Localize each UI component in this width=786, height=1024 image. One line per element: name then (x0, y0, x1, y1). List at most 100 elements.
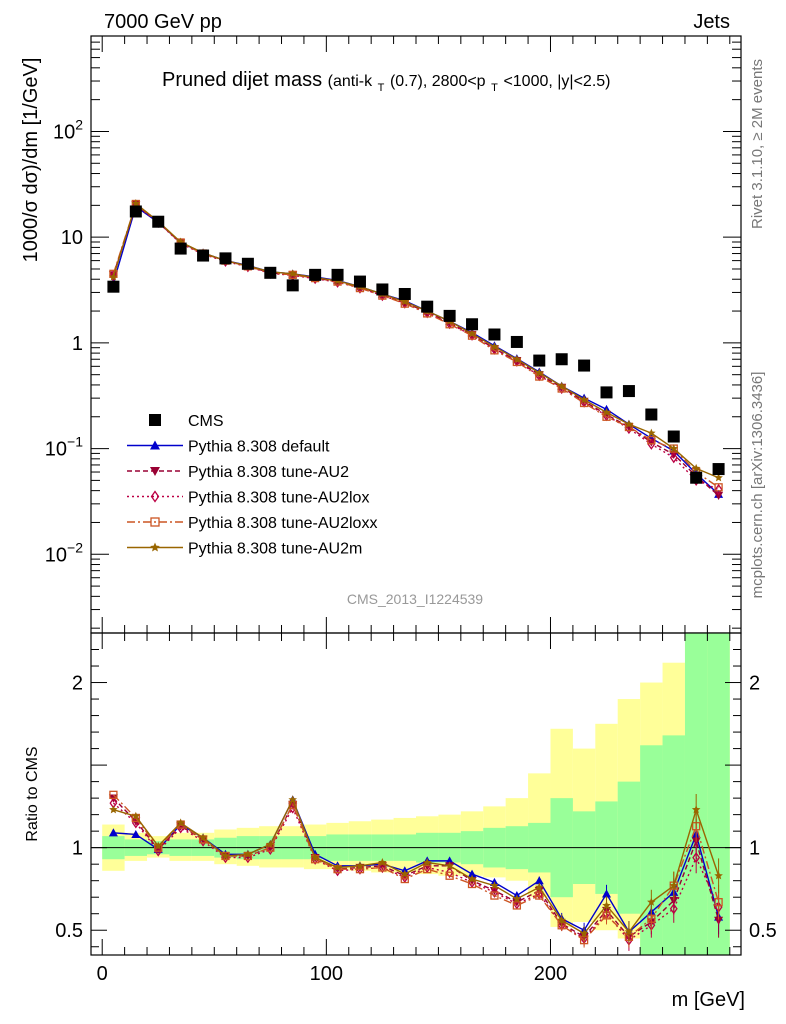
ratio-series-point (691, 805, 701, 814)
ratio-series-point (109, 805, 118, 814)
cms-data-point (309, 268, 322, 281)
ratio-series-point (288, 795, 297, 804)
header-jets-label: Jets (693, 11, 730, 33)
ratio-y-tick-label-right: 0.5 (749, 920, 777, 942)
legend-marker (150, 440, 160, 450)
main-y-tick-exponent: 2 (75, 116, 83, 132)
main-series-point (624, 419, 634, 428)
cms-data-point (443, 309, 456, 322)
ratio-series-point (310, 853, 320, 862)
legend-label: Pythia 8.308 tune-AU2 (188, 464, 349, 481)
ratio-series-point (378, 861, 387, 874)
main-series-point (131, 199, 141, 208)
ratio-y-tick-label-right: 1 (749, 838, 760, 860)
cms-data-point (174, 242, 187, 255)
ratio-series-point (445, 866, 454, 879)
main-series-point (714, 491, 724, 500)
ratio-series-point (266, 839, 275, 848)
cms-data-point (555, 353, 568, 366)
legend-item: Pythia 8.308 tune-AU2lox (127, 490, 369, 507)
ratio-series-point (422, 858, 432, 867)
ratio-series-line (113, 798, 720, 935)
main-y-tick-label: 10 (61, 227, 83, 249)
legend-marker (150, 490, 160, 503)
main-y-tick-exponent: −1 (67, 434, 83, 450)
ratio-series-point (490, 886, 499, 898)
chart-subtitle-sub: T (378, 82, 385, 94)
cms-data-point (331, 268, 344, 281)
ratio-series-point (108, 828, 118, 837)
legend-marker (150, 542, 160, 552)
main-series-point (557, 381, 566, 390)
ratio-series-point (692, 851, 701, 864)
ratio-x-axis: 0 100 200 (97, 633, 731, 985)
main-y-tick-label: 1 (72, 333, 83, 355)
main-series-point (602, 407, 611, 417)
cms-data-point (645, 408, 658, 421)
ratio-series-point (714, 898, 723, 907)
legend-label: Pythia 8.308 tune-AU2lox (188, 490, 369, 507)
legend-label: CMS (188, 413, 224, 430)
legend-item: Pythia 8.308 tune-AU2 (127, 464, 349, 481)
ratio-series-point (243, 849, 253, 858)
cms-data-point (264, 266, 277, 279)
main-series-point (109, 272, 118, 281)
cms-data-point (152, 215, 165, 228)
ratio-series-point (714, 871, 723, 880)
cms-data-point (197, 249, 210, 262)
cms-data-point (219, 252, 232, 265)
ratio-series-point (198, 833, 208, 842)
ratio-series-point (647, 914, 656, 923)
ratio-series-point (512, 901, 522, 910)
main-y-tick-exponent: −2 (67, 539, 83, 555)
ratio-series-point (176, 818, 185, 827)
main-x-ticks (101, 36, 731, 633)
ratio-y-tick-label: 1 (72, 838, 83, 860)
ratio-series-point (221, 851, 230, 860)
cms-data-point (421, 300, 434, 313)
ratio-series-point (602, 900, 611, 910)
main-series-point (467, 329, 477, 338)
ratio-series-point (333, 862, 342, 872)
legend-item: Pythia 8.308 tune-AU2m (127, 541, 362, 558)
cms-data-point (533, 354, 546, 367)
legend-marker (150, 467, 160, 476)
main-series-point (646, 438, 656, 447)
ratio-series-point (467, 869, 477, 878)
ratio-series-point (647, 897, 656, 906)
ratio-series-point (490, 881, 499, 890)
legend-marker (150, 517, 160, 527)
main-y-tick-label: 10−1 (45, 434, 83, 461)
main-series-point (669, 452, 678, 464)
ratio-series-point (535, 891, 544, 900)
legend-item: Pythia 8.308 default (127, 439, 330, 456)
main-series-line (112, 202, 719, 488)
cms-data-point (622, 385, 635, 398)
ratio-x-tick-label: 100 (310, 963, 343, 985)
ratio-series-point (423, 864, 432, 874)
ratio-y-tick-label: 2 (72, 673, 83, 695)
cms-data-point (398, 287, 411, 300)
ratio-series-point (378, 858, 387, 867)
cms-data-point (578, 359, 591, 372)
ratio-x-tick-label: 200 (534, 963, 567, 985)
cms-data-point (241, 257, 254, 270)
cms-data-point (600, 386, 613, 399)
ratio-y-axis: 0.5 0.5 1 1 2 2 (55, 649, 777, 948)
ratio-uncertainty-bands (102, 633, 730, 955)
main-series-point (109, 270, 118, 282)
ratio-series-point (512, 894, 522, 903)
ratio-band-inner-bin (707, 633, 730, 955)
ratio-series-point (131, 811, 141, 820)
main-series-point (669, 450, 679, 459)
cms-data-point (488, 328, 501, 341)
main-series-point (669, 444, 679, 453)
legend-label: Pythia 8.308 tune-AU2m (188, 541, 362, 558)
ratio-series-point (109, 790, 118, 799)
header-energy-label: 7000 GeV pp (104, 11, 222, 33)
legend-label: Pythia 8.308 default (188, 439, 330, 456)
legend-label: Pythia 8.308 tune-AU2loxx (188, 515, 377, 532)
chart-subtitle-part: <1000, |y|<2.5) (503, 73, 610, 90)
analysis-watermark: CMS_2013_I1224539 (347, 591, 483, 607)
